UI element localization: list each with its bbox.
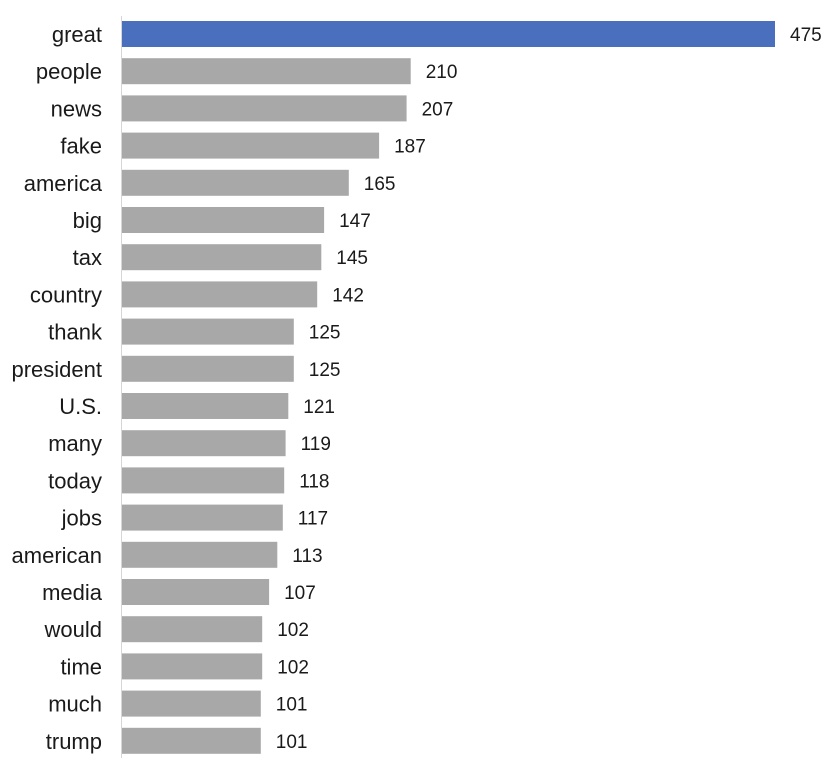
bar-much [122,690,261,717]
category-label: american [12,543,102,568]
bar-today [122,467,285,494]
value-label: 102 [277,657,309,678]
bar-president [122,355,294,382]
category-label: U.S. [59,394,102,419]
bar-time [122,653,263,680]
category-label: many [48,431,102,456]
category-label: america [24,171,103,196]
value-label: 147 [339,211,371,232]
bar-trump [122,727,261,754]
bar-american [122,541,278,568]
category-label: much [48,692,102,717]
bar-series [122,21,775,754]
bar-jobs [122,504,283,531]
category-label: news [51,96,102,121]
category-label: media [42,580,103,605]
value-label: 107 [284,583,316,604]
value-label: 207 [422,99,454,120]
bar-us [122,393,289,419]
category-label: big [73,208,102,233]
bar-fake [122,132,380,159]
category-label: fake [60,134,102,159]
data-labels: 475 210 207 187 165 147 145 142 125 125 121 119 118 1… [276,25,822,753]
bar-america [122,169,349,196]
bar-tax [122,244,322,271]
value-label: 125 [309,360,341,381]
category-label: would [44,617,102,642]
value-label: 113 [292,546,322,567]
value-label: 187 [394,137,426,158]
category-label: today [48,468,102,493]
value-label: 102 [277,620,309,641]
category-label: trump [46,729,102,754]
category-label: thank [48,320,103,345]
value-label: 121 [303,397,335,418]
category-label: country [30,282,102,307]
category-label: great [52,22,102,47]
value-label: 142 [332,285,364,306]
value-label: 210 [426,62,458,83]
value-label: 118 [299,471,329,492]
bar-big [122,207,325,233]
category-label: jobs [61,506,102,531]
category-label: time [60,654,102,679]
category-labels: great people news fake america big tax country t… [11,22,103,754]
value-label: 117 [298,509,328,530]
category-label: tax [73,245,102,270]
bar-media [122,579,270,605]
bar-many [122,430,286,457]
category-label: people [36,59,102,84]
value-label: 101 [276,695,308,716]
bar-thank [122,318,294,345]
bar-would [122,616,263,643]
value-label: 165 [364,174,396,195]
value-label: 475 [790,25,822,46]
value-label: 145 [336,248,368,269]
bar-people [122,58,411,85]
bar-country [122,281,318,308]
category-label: president [11,357,102,382]
value-label: 119 [301,434,331,455]
bar-great [122,21,775,47]
value-label: 125 [309,323,341,344]
value-label: 101 [276,732,308,753]
bar-news [122,95,407,122]
